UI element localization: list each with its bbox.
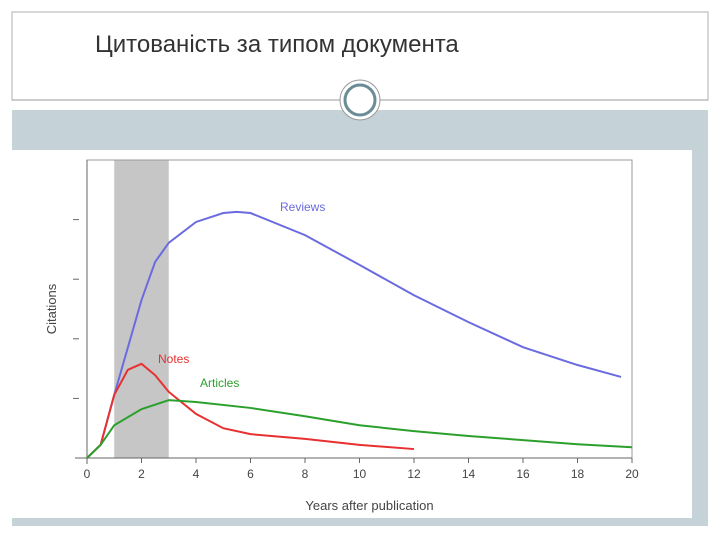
x-tick-label: 2 — [138, 467, 145, 481]
line-series — [86, 362, 415, 459]
x-tick-label: 8 — [302, 467, 309, 481]
line-series — [86, 399, 633, 459]
chart-area — [12, 150, 692, 518]
x-tick-label: 18 — [571, 467, 585, 481]
plot: 0 2 4 6 8 10 12 14 16 18 20 Years after publication… — [44, 159, 639, 513]
x-tick-label: 14 — [462, 467, 476, 481]
y-axis-label: Citations — [44, 283, 59, 334]
x-axis-label: Years after publication — [305, 498, 433, 513]
ornament-inner — [343, 83, 377, 117]
line-series — [86, 210, 622, 459]
x-tick-label: 4 — [193, 467, 200, 481]
x-tick-label: 20 — [625, 467, 639, 481]
series-label: Notes — [158, 352, 189, 366]
shaded-region — [114, 160, 169, 458]
x-tick-label: 10 — [353, 467, 367, 481]
slide-title: Цитованість за типом документа — [95, 31, 459, 58]
x-tick-label: 16 — [516, 467, 530, 481]
x-tick-label: 12 — [407, 467, 421, 481]
series-label: Articles — [200, 376, 239, 390]
x-tick-label: 6 — [247, 467, 254, 481]
series-label: Reviews — [280, 200, 325, 214]
x-tick-label: 0 — [84, 467, 91, 481]
